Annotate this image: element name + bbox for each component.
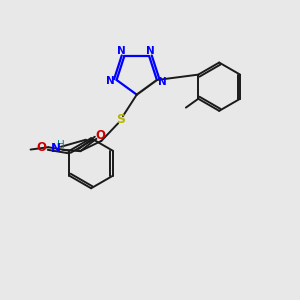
Text: O: O xyxy=(96,129,106,142)
Text: N: N xyxy=(51,142,61,155)
Text: N: N xyxy=(146,46,155,56)
Text: S: S xyxy=(116,113,125,126)
Text: O: O xyxy=(36,141,46,154)
Text: N: N xyxy=(158,77,167,87)
Text: N: N xyxy=(117,46,126,56)
Text: H: H xyxy=(57,140,64,150)
Text: N: N xyxy=(106,76,115,86)
